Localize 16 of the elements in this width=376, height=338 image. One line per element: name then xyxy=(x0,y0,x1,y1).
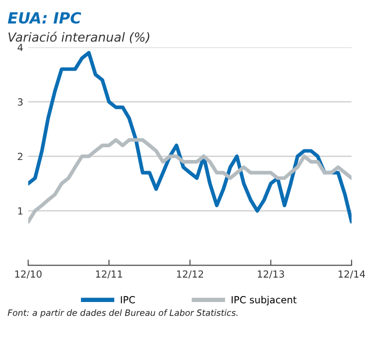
legend-label: IPC xyxy=(120,296,135,304)
text: Font: a partir de dades del Bureau of Labor Statistics. xyxy=(8,309,238,318)
x-tick-label: 12/14 xyxy=(338,270,366,278)
y-tick-label: 2 xyxy=(18,152,22,160)
y-tick-label: 1 xyxy=(18,207,22,215)
x-tick-label: 12/12 xyxy=(177,270,204,278)
line-series xyxy=(28,138,352,224)
chart-title: EUA: IPC xyxy=(8,12,82,24)
line-series xyxy=(28,50,352,224)
chart-subtitle: Variació interanual (%) xyxy=(8,32,150,44)
y-tick-label: 3 xyxy=(18,98,23,106)
y-tick-label: 4 xyxy=(18,44,23,52)
legend-label: IPC subjacent xyxy=(232,296,296,306)
x-tick-label: 12/11 xyxy=(96,270,122,278)
x-tick-label: 12/10 xyxy=(15,270,42,278)
x-tick-label: 12/13 xyxy=(258,270,284,278)
